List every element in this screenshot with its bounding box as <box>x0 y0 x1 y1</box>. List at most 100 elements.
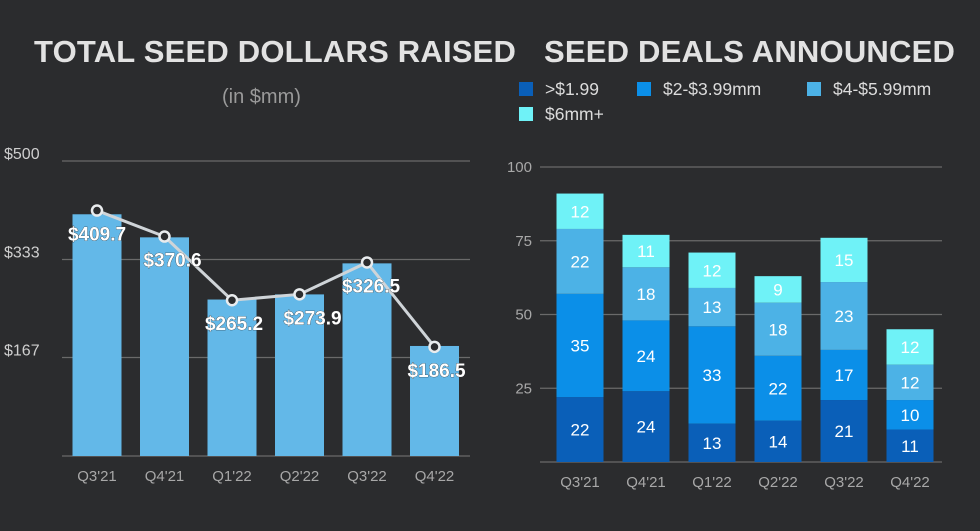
right-bar-segment <box>820 282 868 350</box>
right-chart-legend: >$1.99 $2-$3.99mm $4-$5.99mm $6mm+ <box>519 78 969 125</box>
right-y-tick-label: 25 <box>515 380 532 397</box>
right-bar-segment <box>886 329 934 365</box>
right-x-tick-label: Q4'22 <box>890 474 930 491</box>
legend-item: $4-$5.99mm <box>807 78 957 100</box>
right-bar-segment <box>820 237 868 283</box>
right-bar-segment <box>886 364 934 401</box>
right-x-tick-label: Q2'22 <box>758 474 798 491</box>
legend-item: >$1.99 <box>519 78 637 100</box>
right-bar-segment <box>688 287 736 327</box>
right-segment-label: 21 <box>835 422 854 441</box>
left-trend-point <box>428 340 441 354</box>
legend-label: $6mm+ <box>545 103 604 124</box>
left-trend-point <box>360 256 374 269</box>
right-segment-label: 12 <box>901 373 920 392</box>
left-data-label: $273.9 <box>283 308 341 329</box>
right-bar-segment <box>754 302 802 356</box>
right-bar-segment <box>886 400 934 430</box>
left-trend-point <box>293 288 306 301</box>
legend-swatch <box>519 82 533 96</box>
left-data-label: $370.6 <box>143 251 201 272</box>
right-segment-label: 12 <box>703 261 722 280</box>
right-bar-segment <box>688 326 736 424</box>
right-x-tick-label: Q3'21 <box>560 474 600 491</box>
right-segment-label: 22 <box>769 379 788 398</box>
right-bar-segment <box>556 397 604 462</box>
left-data-label: $326.5 <box>342 276 401 297</box>
right-bar-segment <box>556 293 604 398</box>
left-bar <box>72 214 122 456</box>
left-x-tick-label: Q2'22 <box>280 468 320 485</box>
right-x-tick-label: Q3'22 <box>824 474 864 491</box>
left-x-tick-label: Q4'21 <box>145 468 185 485</box>
right-segment-label: 18 <box>637 285 656 304</box>
right-segment-label: 23 <box>835 307 854 326</box>
left-trend-point <box>90 204 104 217</box>
right-bar-segment <box>820 349 868 401</box>
left-y-tick-label: $333 <box>4 245 40 262</box>
left-chart-subtitle: (in $mm) <box>222 86 301 108</box>
left-bar <box>410 345 459 456</box>
right-bar-segment <box>688 423 736 462</box>
right-segment-label: 15 <box>835 251 854 270</box>
legend-label: $2-$3.99mm <box>663 78 762 99</box>
right-bar-segment <box>622 391 670 462</box>
right-x-tick-label: Q1'22 <box>692 474 732 491</box>
legend-swatch <box>807 82 821 96</box>
right-y-tick-label: 50 <box>515 307 532 324</box>
left-bar <box>207 299 257 456</box>
right-y-tick-label: 100 <box>507 159 532 176</box>
left-x-tick-label: Q3'22 <box>347 468 387 485</box>
left-trend-point <box>225 293 239 307</box>
left-x-tick-label: Q3'21 <box>77 468 117 485</box>
right-segment-label: 35 <box>571 336 590 355</box>
right-segment-label: 17 <box>835 366 854 385</box>
left-data-label: $265.2 <box>205 314 263 335</box>
legend-item: $6mm+ <box>519 103 604 125</box>
legend-item: $2-$3.99mm <box>637 78 807 100</box>
left-bar <box>342 263 392 456</box>
right-segment-label: 22 <box>571 421 590 440</box>
legend-swatch <box>519 107 533 121</box>
right-bar-segment <box>754 355 802 421</box>
left-y-tick-label: $167 <box>4 342 40 359</box>
left-trend-point <box>158 230 171 243</box>
right-segment-label: 12 <box>571 202 590 221</box>
right-bar-segment <box>688 252 736 288</box>
right-segment-label: 12 <box>901 338 920 357</box>
right-segment-label: 11 <box>637 242 655 261</box>
left-data-label: $409.7 <box>68 225 126 246</box>
right-bar-segment <box>754 420 802 462</box>
right-bar-segment <box>622 320 670 392</box>
right-segment-label: 24 <box>637 418 656 437</box>
left-bar <box>140 237 189 456</box>
right-bar-segment <box>556 193 604 229</box>
right-segment-label: 14 <box>769 432 788 451</box>
right-y-tick-label: 75 <box>515 233 532 250</box>
right-bar-segment <box>622 234 670 268</box>
legend-swatch <box>637 82 651 96</box>
right-chart-title: SEED DEALS ANNOUNCED <box>544 34 956 69</box>
right-segment-label: 18 <box>769 320 788 339</box>
right-segment-label: 33 <box>703 366 722 385</box>
right-bar-segment <box>886 429 934 462</box>
right-bar-segment <box>754 276 802 303</box>
left-x-tick-label: Q1'22 <box>212 468 252 485</box>
left-data-label: $186.5 <box>407 361 466 382</box>
right-segment-label: 22 <box>571 252 590 271</box>
right-bar-segment <box>820 400 868 462</box>
right-bar-segment <box>622 267 670 321</box>
right-segment-label: 13 <box>703 434 722 453</box>
right-segment-label: 9 <box>773 280 782 299</box>
right-bar-segment <box>556 228 604 294</box>
left-x-tick-label: Q4'22 <box>415 468 455 485</box>
left-y-tick-label: $500 <box>4 146 40 163</box>
right-segment-label: 11 <box>901 437 919 456</box>
right-segment-label: 10 <box>901 406 920 425</box>
legend-label: >$1.99 <box>545 78 600 99</box>
left-bar <box>275 294 324 456</box>
right-segment-label: 24 <box>637 347 656 366</box>
right-x-tick-label: Q4'21 <box>626 474 666 491</box>
legend-label: $4-$5.99mm <box>833 78 932 99</box>
